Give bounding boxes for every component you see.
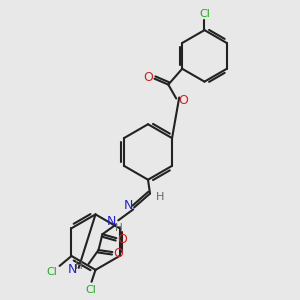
Text: O: O <box>113 247 123 260</box>
Text: H: H <box>116 223 123 233</box>
Text: N: N <box>68 263 77 276</box>
Text: H: H <box>156 192 164 202</box>
Text: Cl: Cl <box>85 285 96 295</box>
Text: Cl: Cl <box>199 9 210 19</box>
Text: Cl: Cl <box>46 267 57 277</box>
Text: N: N <box>107 215 116 228</box>
Text: O: O <box>178 94 188 107</box>
Text: O: O <box>117 233 127 246</box>
Text: H: H <box>75 261 83 271</box>
Text: N: N <box>124 199 133 212</box>
Text: O: O <box>144 71 153 84</box>
